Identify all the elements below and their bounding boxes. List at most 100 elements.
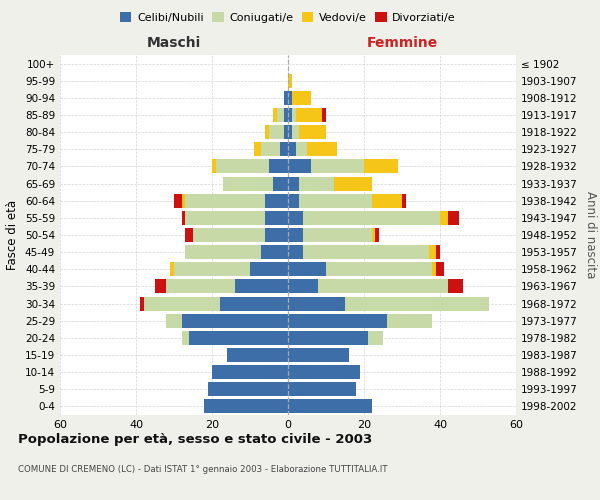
Bar bbox=[185, 245, 262, 259]
Bar bbox=[284, 108, 288, 122]
Bar bbox=[436, 245, 440, 259]
Bar bbox=[288, 160, 311, 173]
Bar bbox=[288, 245, 303, 259]
Bar bbox=[155, 280, 166, 293]
Bar bbox=[288, 176, 299, 190]
Bar bbox=[182, 331, 189, 345]
Bar bbox=[174, 262, 250, 276]
Text: COMUNE DI CREMENO (LC) - Dati ISTAT 1° gennaio 2003 - Elaborazione TUTTITALIA.IT: COMUNE DI CREMENO (LC) - Dati ISTAT 1° g… bbox=[18, 466, 388, 474]
Bar bbox=[303, 245, 428, 259]
Bar bbox=[288, 400, 371, 413]
Bar bbox=[166, 280, 235, 293]
Bar bbox=[170, 262, 174, 276]
Bar bbox=[235, 280, 288, 293]
Bar bbox=[216, 160, 269, 173]
Y-axis label: Anni di nascita: Anni di nascita bbox=[584, 192, 597, 278]
Bar bbox=[436, 262, 444, 276]
Bar bbox=[299, 194, 371, 207]
Bar bbox=[265, 125, 269, 139]
Bar bbox=[288, 108, 292, 122]
Bar bbox=[371, 194, 402, 207]
Bar bbox=[166, 314, 182, 328]
Bar bbox=[334, 176, 371, 190]
Bar bbox=[292, 91, 311, 105]
Bar bbox=[371, 228, 376, 242]
Bar bbox=[387, 314, 433, 328]
Bar bbox=[174, 194, 182, 207]
Bar bbox=[448, 211, 459, 225]
Bar bbox=[288, 331, 368, 345]
Bar bbox=[299, 176, 334, 190]
Bar bbox=[250, 262, 288, 276]
Legend: Celibi/Nubili, Coniugati/e, Vedovi/e, Divorziati/e: Celibi/Nubili, Coniugati/e, Vedovi/e, Di… bbox=[116, 8, 460, 28]
Bar bbox=[208, 382, 288, 396]
Bar bbox=[273, 176, 288, 190]
Bar bbox=[284, 91, 288, 105]
Bar bbox=[205, 400, 288, 413]
Bar bbox=[288, 125, 292, 139]
Bar bbox=[288, 91, 292, 105]
Bar bbox=[288, 280, 319, 293]
Bar bbox=[262, 245, 288, 259]
Bar bbox=[288, 296, 345, 310]
Bar bbox=[292, 108, 296, 122]
Bar bbox=[402, 194, 406, 207]
Bar bbox=[311, 160, 364, 173]
Bar bbox=[220, 296, 288, 310]
Bar bbox=[288, 74, 292, 88]
Bar bbox=[376, 228, 379, 242]
Bar bbox=[364, 160, 398, 173]
Text: Femmine: Femmine bbox=[367, 36, 437, 50]
Bar bbox=[368, 331, 383, 345]
Bar bbox=[265, 228, 288, 242]
Bar bbox=[254, 142, 262, 156]
Bar bbox=[227, 348, 288, 362]
Bar bbox=[288, 314, 387, 328]
Bar bbox=[185, 228, 193, 242]
Bar bbox=[448, 280, 463, 293]
Bar bbox=[303, 228, 371, 242]
Bar bbox=[182, 211, 185, 225]
Bar bbox=[296, 142, 307, 156]
Bar bbox=[292, 125, 299, 139]
Bar bbox=[288, 365, 360, 379]
Bar bbox=[280, 142, 288, 156]
Bar bbox=[193, 228, 265, 242]
Bar bbox=[189, 331, 288, 345]
Bar bbox=[288, 142, 296, 156]
Bar bbox=[284, 125, 288, 139]
Bar bbox=[288, 348, 349, 362]
Bar bbox=[288, 194, 299, 207]
Bar bbox=[269, 160, 288, 173]
Bar bbox=[303, 211, 440, 225]
Bar bbox=[223, 176, 273, 190]
Bar bbox=[296, 108, 322, 122]
Bar bbox=[326, 262, 433, 276]
Bar bbox=[212, 160, 216, 173]
Bar bbox=[440, 211, 448, 225]
Bar bbox=[140, 296, 143, 310]
Bar bbox=[299, 125, 326, 139]
Bar bbox=[428, 245, 436, 259]
Bar bbox=[322, 108, 326, 122]
Bar bbox=[269, 125, 284, 139]
Bar bbox=[288, 382, 356, 396]
Bar bbox=[185, 211, 265, 225]
Bar bbox=[143, 296, 220, 310]
Text: Maschi: Maschi bbox=[147, 36, 201, 50]
Text: Popolazione per età, sesso e stato civile - 2003: Popolazione per età, sesso e stato civil… bbox=[18, 432, 372, 446]
Bar bbox=[265, 211, 288, 225]
Bar bbox=[273, 108, 277, 122]
Y-axis label: Fasce di età: Fasce di età bbox=[7, 200, 19, 270]
Bar bbox=[288, 228, 303, 242]
Bar bbox=[288, 211, 303, 225]
Bar bbox=[307, 142, 337, 156]
Bar bbox=[319, 280, 448, 293]
Bar bbox=[345, 296, 490, 310]
Bar bbox=[212, 365, 288, 379]
Bar bbox=[433, 262, 436, 276]
Bar bbox=[182, 194, 185, 207]
Bar bbox=[288, 262, 326, 276]
Bar bbox=[262, 142, 280, 156]
Bar bbox=[277, 108, 284, 122]
